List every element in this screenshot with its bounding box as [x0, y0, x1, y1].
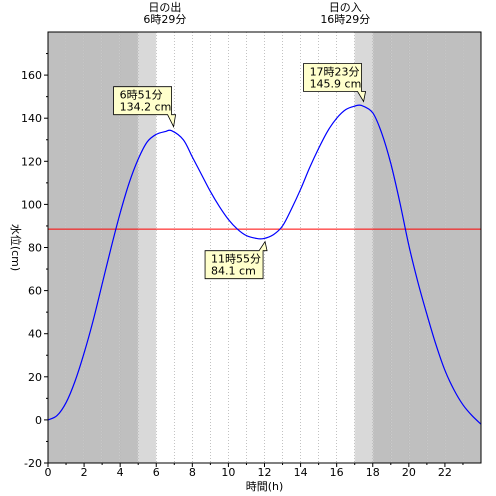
tide-series-line: [47, 104, 482, 425]
x-tick-label: 12: [258, 466, 272, 479]
annotation-level: 145.9 cm: [310, 77, 362, 90]
y-tick-label: -20: [24, 457, 42, 470]
y-tick-label: 80: [28, 242, 42, 255]
x-tick-label: 4: [117, 466, 124, 479]
x-tick-label: 14: [294, 466, 308, 479]
x-tick-label: 20: [402, 466, 416, 479]
x-tick-label: 22: [438, 466, 452, 479]
sunset-time: 16時29分: [320, 13, 370, 26]
y-tick-label: 60: [28, 285, 42, 298]
daylight-band: [156, 32, 355, 463]
sunrise-title: 日の出: [148, 0, 181, 14]
x-tick-label: 8: [189, 466, 196, 479]
x-tick-label: 0: [45, 466, 52, 479]
x-tick-label: 2: [81, 466, 88, 479]
sunset-title: 日の入: [329, 1, 362, 14]
annotation-level: 134.2 cm: [120, 101, 172, 114]
y-axis-label: 水位(cm): [9, 224, 23, 271]
annotation-box: [303, 63, 367, 103]
annotation-time: 6時51分: [120, 89, 163, 102]
y-tick-label: 140: [21, 112, 42, 125]
sunrise-time: 6時29分: [143, 13, 186, 26]
y-tick-label: 160: [21, 69, 42, 82]
annotation-level: 84.1 cm: [211, 265, 256, 278]
x-tick-label: 10: [221, 466, 235, 479]
annotation-time: 17時23分: [310, 65, 360, 78]
x-tick-label: 16: [330, 466, 344, 479]
x-tick-label: 18: [366, 466, 380, 479]
night-band-evening: [372, 32, 481, 463]
y-tick-label: 100: [21, 198, 42, 211]
twilight-band-evening: [354, 32, 373, 463]
y-tick-label: 0: [35, 414, 42, 427]
x-tick-label: 6: [153, 466, 160, 479]
y-tick-label: 120: [21, 155, 42, 168]
y-tick-label: 20: [28, 371, 42, 384]
annotation-box: [204, 240, 268, 280]
annotation-time: 11時55分: [211, 253, 261, 266]
y-tick-label: 40: [28, 328, 42, 341]
annotation-box: [113, 86, 177, 128]
x-axis-label: 時間(h): [246, 480, 284, 493]
twilight-band-morning: [138, 32, 157, 463]
